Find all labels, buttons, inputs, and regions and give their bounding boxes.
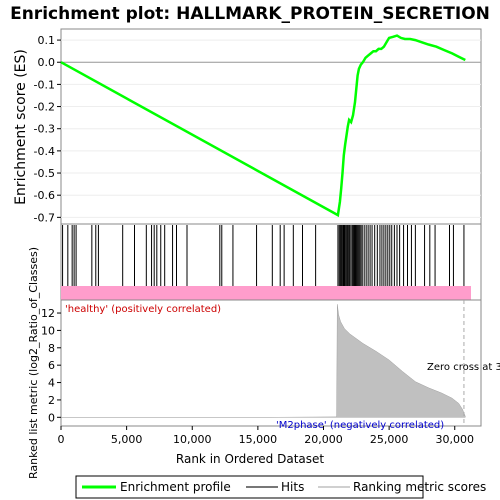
x-tick-label: 0 (58, 433, 65, 446)
legend-entry-hits: Hits (281, 480, 304, 494)
hits-panel (60, 223, 482, 315)
es-axis-label: Enrichment score (ES) (13, 49, 29, 205)
zero-cross-label: Zero cross at 3 (427, 362, 500, 373)
es-ytick-label: 0.1 (38, 34, 56, 47)
x-tick-label: 15,000 (239, 433, 278, 446)
metric-ytick-label: 2 (48, 394, 55, 407)
legend-entry-profile: Enrichment profile (120, 480, 231, 494)
metric-ytick-label: 0 (48, 411, 55, 424)
es-panel: 0.1 0.0 -0.1 -0.2 -0.3 -0.4 -0.5 -0.6 -0.7 Enric… (13, 28, 482, 225)
enrichment-profile-line (60, 34, 466, 218)
metric-ytick-label: 12 (41, 307, 55, 320)
metric-axis-label: Ranked list metric (log2_Ratio_of_Classe… (27, 247, 40, 479)
es-plot-area (60, 28, 482, 225)
x-tick-label: 10,000 (173, 433, 212, 446)
x-tick-label: 5,000 (111, 433, 143, 446)
metric-ytick-label: 6 (48, 359, 55, 372)
chart-title: Enrichment plot: HALLMARK_PROTEIN_SECRET… (10, 4, 490, 24)
es-ytick-label: -0.3 (34, 123, 55, 136)
ranking-metric-area (61, 304, 466, 418)
es-ytick-label: -0.5 (34, 167, 55, 180)
es-ytick-label: -0.4 (34, 145, 55, 158)
metric-ytick-label: 10 (41, 324, 55, 337)
negative-class-label: 'M2phase' (negatively correlated) (276, 420, 444, 431)
es-ytick-label: -0.6 (34, 189, 55, 202)
x-tick-label: 20,000 (304, 433, 343, 446)
x-tick-label: 25,000 (370, 433, 409, 446)
positive-class-label: 'healthy' (positively correlated) (65, 304, 221, 315)
es-ytick-label: 0.0 (38, 56, 56, 69)
x-tick-label: 30,000 (436, 433, 475, 446)
legend: Enrichment profile Hits Ranking metric s… (75, 475, 486, 499)
metric-ytick-label: 4 (48, 377, 55, 390)
es-ytick-label: -0.7 (34, 211, 55, 224)
metric-ytick-label: 8 (48, 342, 55, 355)
x-axis-label: Rank in Ordered Dataset (176, 452, 324, 466)
legend-entry-metric: Ranking metric scores (353, 480, 486, 494)
es-ytick-label: -0.2 (34, 101, 55, 114)
metric-panel: 0 2 4 6 8 10 12 'healthy' (positively correlat… (27, 247, 500, 479)
es-ytick-label: -0.1 (34, 78, 55, 91)
positive-correlation-band (61, 286, 471, 300)
